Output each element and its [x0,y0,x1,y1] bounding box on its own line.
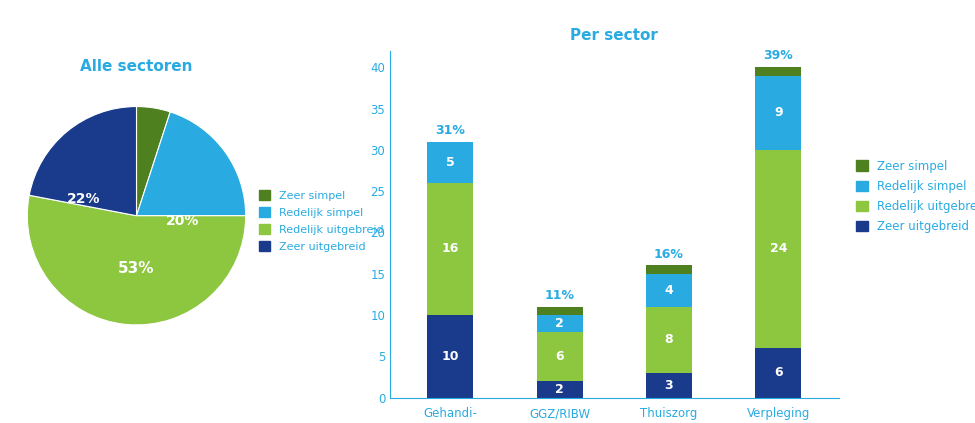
Text: 9: 9 [774,106,783,119]
Legend: Zeer simpel, Redelijk simpel, Redelijk uitgebreid, Zeer uitgebreid: Zeer simpel, Redelijk simpel, Redelijk u… [256,188,386,254]
Text: 16: 16 [442,242,459,255]
Text: 20%: 20% [166,214,199,228]
Bar [427,142,473,183]
Bar [756,150,801,348]
Bar [427,183,473,315]
Bar [536,307,582,315]
Text: 11%: 11% [545,289,574,302]
Text: 5: 5 [446,156,454,169]
Text: 4: 4 [665,284,674,297]
Bar [536,381,582,398]
Text: 6: 6 [555,350,564,363]
Bar [756,76,801,150]
Bar [646,373,692,398]
Text: 8: 8 [665,333,674,346]
Bar [756,348,801,398]
Wedge shape [136,107,171,216]
Bar [427,315,473,398]
Text: 6: 6 [774,366,783,379]
Legend: Zeer simpel, Redelijk simpel, Redelijk uitgebreid, Zeer uitgebreid: Zeer simpel, Redelijk simpel, Redelijk u… [853,157,975,236]
Bar [756,67,801,76]
Text: 2: 2 [555,383,564,396]
Title: Alle sectoren: Alle sectoren [80,59,193,74]
Text: 39%: 39% [763,49,794,62]
Wedge shape [27,195,246,325]
Text: 16%: 16% [654,247,683,261]
Wedge shape [136,112,246,216]
Bar [646,266,692,274]
Text: 31%: 31% [435,124,465,137]
Text: 24: 24 [769,242,787,255]
Title: Per sector: Per sector [570,27,658,43]
Text: 53%: 53% [118,261,155,276]
Bar [536,332,582,381]
Bar [646,307,692,373]
Text: 10: 10 [442,350,459,363]
Text: 22%: 22% [67,192,100,206]
Text: 3: 3 [665,379,674,392]
Bar [646,274,692,307]
Wedge shape [29,107,136,216]
Bar [536,315,582,332]
Text: 2: 2 [555,317,564,330]
